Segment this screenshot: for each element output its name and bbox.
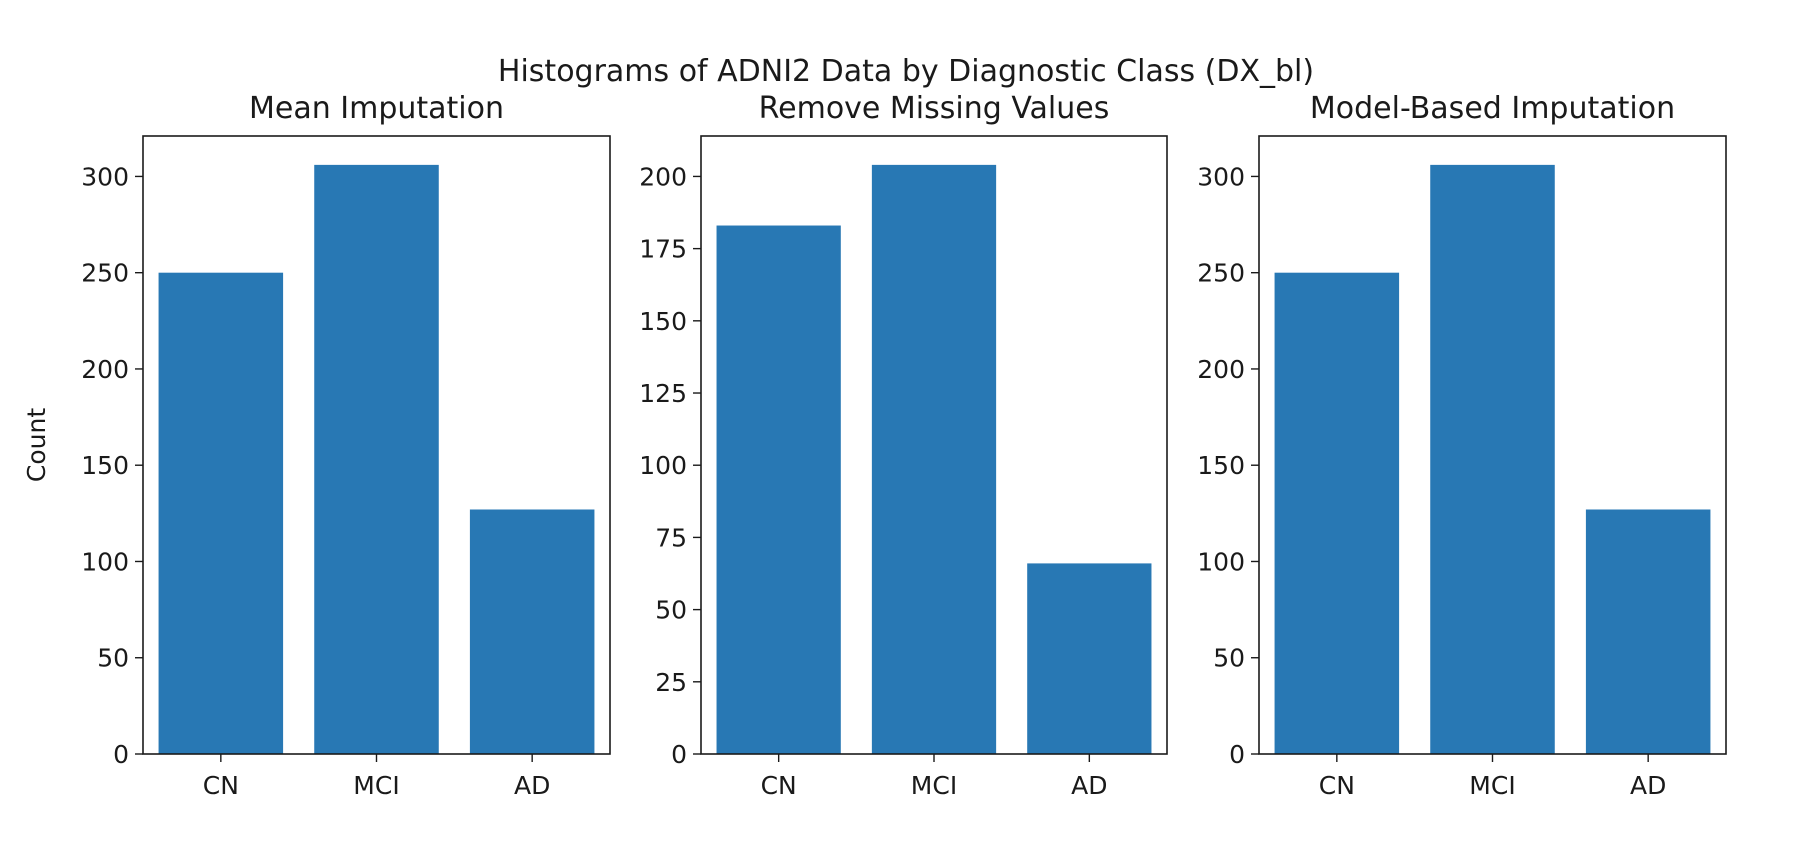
figure-suptitle: Histograms of ADNI2 Data by Diagnostic C…: [498, 54, 1314, 89]
y-tick-label: 75: [655, 523, 687, 552]
y-tick-label: 100: [639, 451, 687, 480]
subplot-remove-missing-values: CN MCI AD 0 25 50 75 100 125 150 175 200 Remove Miss…: [639, 91, 1168, 800]
bar-ad: [1027, 563, 1152, 754]
y-tick-label: 0: [113, 740, 129, 769]
x-tick-label: AD: [1071, 771, 1107, 800]
y-tick-label: 300: [1197, 162, 1245, 191]
x-tick-label: MCI: [911, 771, 957, 800]
bar-mci: [1430, 164, 1555, 754]
bar-cn: [158, 272, 284, 754]
y-tick-label: 50: [1213, 644, 1245, 673]
y-tick-label: 175: [639, 235, 687, 264]
y-tick-label: 150: [639, 307, 687, 336]
y-tick-label: 50: [655, 596, 687, 625]
subplot-title: Remove Missing Values: [759, 91, 1110, 126]
y-tick-label: 200: [1197, 355, 1245, 384]
bar-cn: [716, 225, 841, 754]
y-tick-label: 0: [671, 740, 687, 769]
y-tick-label: 150: [81, 451, 129, 480]
x-tick-label: MCI: [353, 771, 399, 800]
x-tick-label: CN: [761, 771, 797, 800]
y-tick-label: 100: [81, 547, 129, 576]
bar-ad: [1585, 509, 1711, 754]
x-tick-label: CN: [203, 771, 239, 800]
bar-mci: [314, 164, 439, 754]
y-tick-label: 250: [81, 259, 129, 288]
y-tick-label: 0: [1229, 740, 1245, 769]
y-tick-label: 25: [655, 668, 687, 697]
y-tick-label: 150: [1197, 451, 1245, 480]
y-tick-label: 125: [639, 379, 687, 408]
x-tick-label: MCI: [1469, 771, 1515, 800]
y-tick-label: 300: [81, 162, 129, 191]
x-tick-label: AD: [514, 771, 550, 800]
bar-ad: [469, 509, 595, 754]
subplot-mean-imputation: CN MCI AD 0 50 100 150 200 250 300 Mean Imputation…: [22, 91, 611, 800]
y-tick-label: 200: [639, 162, 687, 191]
x-tick-label: CN: [1319, 771, 1355, 800]
bar-mci: [871, 164, 997, 754]
y-axis-label: Count: [22, 408, 51, 482]
subplot-title: Model-Based Imputation: [1310, 91, 1675, 126]
subplot-title: Mean Imputation: [249, 91, 504, 126]
x-tick-label: AD: [1630, 771, 1666, 800]
y-tick-label: 200: [81, 355, 129, 384]
y-tick-label: 250: [1197, 259, 1245, 288]
bar-cn: [1274, 272, 1400, 754]
y-tick-label: 50: [97, 644, 129, 673]
subplot-model-based-imputation: CN MCI AD 0 50 100 150 200 250 300 Model-Based Imp…: [1197, 91, 1727, 800]
y-tick-label: 100: [1197, 547, 1245, 576]
